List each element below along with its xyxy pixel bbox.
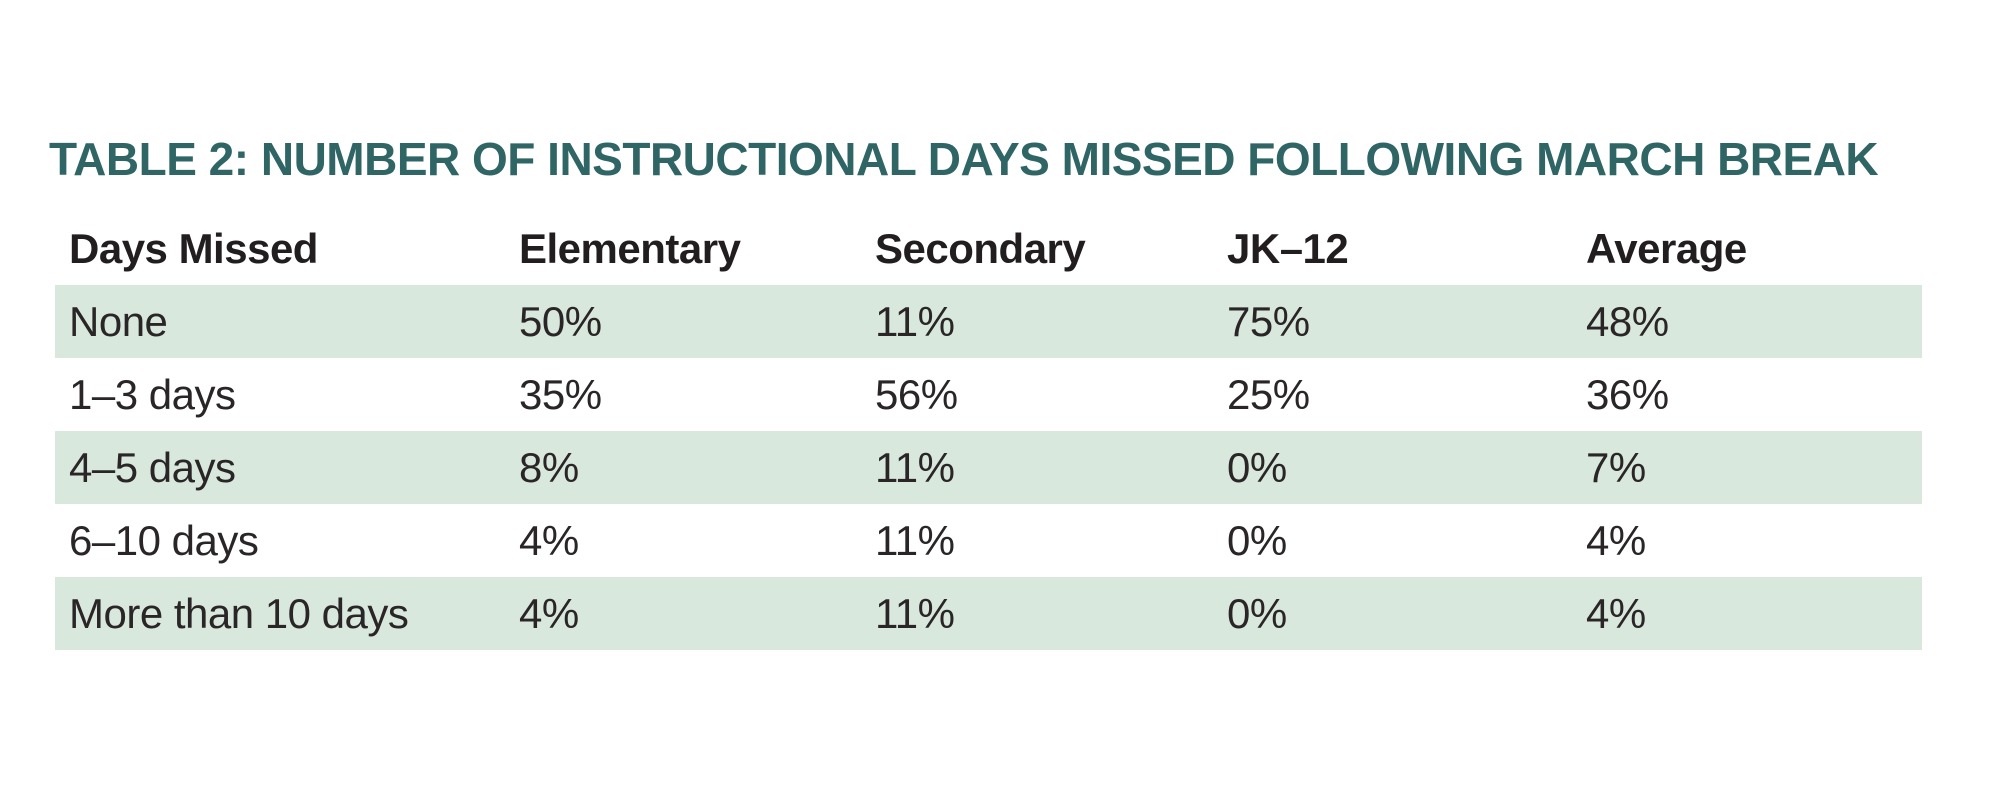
cell-value: 8% [519,443,579,491]
cell-value: 75% [1227,297,1310,345]
cell-value: 7% [1586,443,1646,491]
cell-value: 35% [519,370,602,418]
cell-value: 4% [1586,589,1646,637]
header-row: Days Missed Elementary Secondary JK–12 A… [55,212,1922,285]
cell-value: 4% [519,589,579,637]
table-row-4-5-days: 4–5 days 8% 11% 0% 7% [55,431,1922,504]
column-header-jk12: JK–12 [1227,224,1349,272]
table-row-more-than-10-days: More than 10 days 4% 11% 0% 4% [55,577,1922,650]
table-row-none: None 50% 11% 75% 48% [55,285,1922,358]
cell-value: 25% [1227,370,1310,418]
cell-value: 56% [875,370,958,418]
column-header-secondary: Secondary [875,224,1086,272]
table-row-6-10-days: 6–10 days 4% 11% 0% 4% [55,504,1922,577]
cell-value: 4% [1586,516,1646,564]
column-header-days-missed: Days Missed [69,224,318,272]
row-label: None [69,297,168,345]
cell-value: 50% [519,297,602,345]
cell-value: 11% [875,589,955,637]
table-title: TABLE 2: NUMBER OF INSTRUCTIONAL DAYS MI… [49,133,1879,185]
cell-value: 0% [1227,443,1287,491]
cell-value: 11% [875,443,955,491]
cell-value: 0% [1227,589,1287,637]
column-header-average: Average [1586,224,1747,272]
cell-value: 0% [1227,516,1287,564]
row-label: 4–5 days [69,443,236,491]
data-table: Days Missed Elementary Secondary JK–12 A… [55,212,1922,650]
row-label: 1–3 days [69,370,236,418]
cell-value: 48% [1586,297,1669,345]
row-label: 6–10 days [69,516,259,564]
cell-value: 36% [1586,370,1669,418]
table-row-1-3-days: 1–3 days 35% 56% 25% 36% [55,358,1922,431]
cell-value: 11% [875,516,955,564]
cell-value: 4% [519,516,579,564]
row-label: More than 10 days [69,589,409,637]
cell-value: 11% [875,297,955,345]
column-header-elementary: Elementary [519,224,741,272]
